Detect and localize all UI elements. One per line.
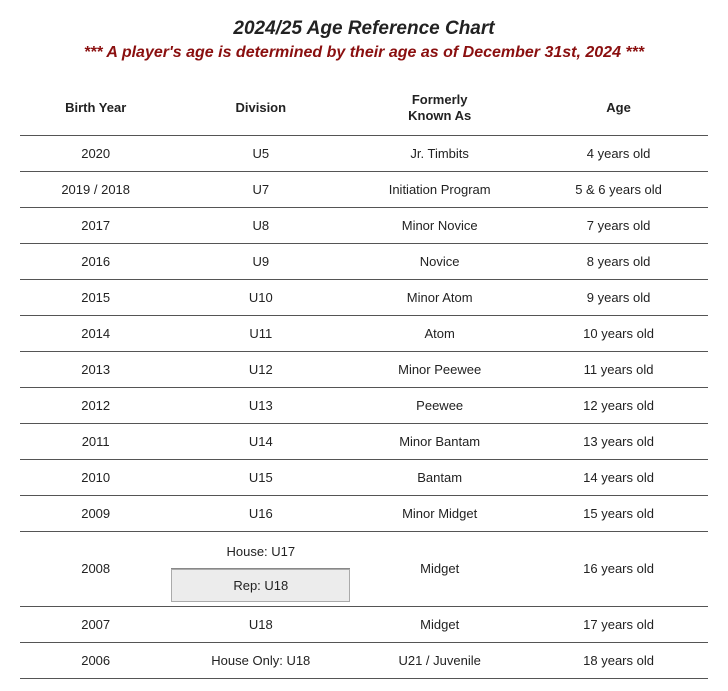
cell-birth-year: 2014 — [20, 315, 171, 351]
chart-subtitle: *** A player's age is determined by thei… — [20, 44, 708, 62]
table-row: 2009U16Minor Midget15 years old — [20, 495, 708, 531]
cell-formerly: Minor Midget — [350, 495, 529, 531]
cell-division: U7 — [171, 171, 350, 207]
cell-formerly: Novice — [350, 243, 529, 279]
cell-age: 11 years old — [529, 351, 708, 387]
cell-formerly: Bantam — [350, 459, 529, 495]
cell-birth-year: 2011 — [20, 423, 171, 459]
table-row: 2015U10Minor Atom9 years old — [20, 279, 708, 315]
table-row: 2006House Only: U18U21 / Juvenile18 year… — [20, 642, 708, 678]
cell-division: House Only: U18 — [171, 642, 350, 678]
cell-age: 5 & 6 years old — [529, 171, 708, 207]
cell-age: 8 years old — [529, 243, 708, 279]
cell-formerly: Minor Bantam — [350, 423, 529, 459]
cell-division: U8 — [171, 207, 350, 243]
cell-age: 9 years old — [529, 279, 708, 315]
cell-formerly: Peewee — [350, 387, 529, 423]
cell-division-rep: Rep: U18 — [171, 568, 350, 602]
cell-division: U10 — [171, 279, 350, 315]
cell-division: U16 — [171, 495, 350, 531]
table-row: 2020U5Jr. Timbits4 years old — [20, 135, 708, 171]
table-row: 2019 / 2018U7Initiation Program5 & 6 yea… — [20, 171, 708, 207]
cell-birth-year: 2008 — [20, 531, 171, 606]
cell-age: 12 years old — [529, 387, 708, 423]
cell-birth-year: 2019 / 2018 — [20, 171, 171, 207]
cell-division: U13 — [171, 387, 350, 423]
col-division: Division — [171, 82, 350, 135]
cell-birth-year: 2017 — [20, 207, 171, 243]
cell-formerly: Initiation Program — [350, 171, 529, 207]
cell-formerly: Jr. Timbits — [350, 135, 529, 171]
cell-age: 13 years old — [529, 423, 708, 459]
cell-birth-year: 2009 — [20, 495, 171, 531]
cell-birth-year: 2006 — [20, 642, 171, 678]
cell-division: U14 — [171, 423, 350, 459]
age-reference-table: Birth Year Division FormerlyKnown As Age… — [20, 82, 708, 679]
cell-division: U11 — [171, 315, 350, 351]
table-row: 2013U12Minor Peewee11 years old — [20, 351, 708, 387]
cell-formerly: U21 / Juvenile — [350, 642, 529, 678]
cell-birth-year: 2013 — [20, 351, 171, 387]
col-formerly: FormerlyKnown As — [350, 82, 529, 135]
cell-age: 7 years old — [529, 207, 708, 243]
cell-formerly: Midget — [350, 606, 529, 642]
cell-age: 4 years old — [529, 135, 708, 171]
table-row: 2012U13Peewee12 years old — [20, 387, 708, 423]
cell-formerly: Atom — [350, 315, 529, 351]
cell-birth-year: 2016 — [20, 243, 171, 279]
table-row: 2007U18Midget17 years old — [20, 606, 708, 642]
table-header-row: Birth Year Division FormerlyKnown As Age — [20, 82, 708, 135]
table-row: 2016U9Novice8 years old — [20, 243, 708, 279]
cell-birth-year: 2010 — [20, 459, 171, 495]
table-row: 2017U8Minor Novice7 years old — [20, 207, 708, 243]
cell-division: U18 — [171, 606, 350, 642]
cell-birth-year: 2015 — [20, 279, 171, 315]
cell-age: 10 years old — [529, 315, 708, 351]
cell-division: U15 — [171, 459, 350, 495]
cell-age: 17 years old — [529, 606, 708, 642]
cell-formerly: Minor Novice — [350, 207, 529, 243]
chart-title: 2024/25 Age Reference Chart — [20, 18, 708, 40]
cell-division: U9 — [171, 243, 350, 279]
cell-birth-year: 2007 — [20, 606, 171, 642]
cell-age: 14 years old — [529, 459, 708, 495]
cell-division: U12 — [171, 351, 350, 387]
cell-birth-year: 2012 — [20, 387, 171, 423]
col-birth-year: Birth Year — [20, 82, 171, 135]
cell-formerly: Minor Atom — [350, 279, 529, 315]
col-age: Age — [529, 82, 708, 135]
table-row: 2010U15Bantam14 years old — [20, 459, 708, 495]
cell-formerly: Minor Peewee — [350, 351, 529, 387]
cell-birth-year: 2020 — [20, 135, 171, 171]
cell-division: U5 — [171, 135, 350, 171]
table-row: 2014U11Atom10 years old — [20, 315, 708, 351]
cell-age: 18 years old — [529, 642, 708, 678]
cell-division: House: U17Rep: U18 — [171, 531, 350, 606]
cell-formerly: Midget — [350, 531, 529, 606]
cell-division-house: House: U17 — [171, 535, 350, 568]
cell-age: 16 years old — [529, 531, 708, 606]
table-row: 2011U14Minor Bantam13 years old — [20, 423, 708, 459]
table-row: 2008House: U17Rep: U18Midget16 years old — [20, 531, 708, 606]
table-body: 2020U5Jr. Timbits4 years old2019 / 2018U… — [20, 135, 708, 678]
cell-age: 15 years old — [529, 495, 708, 531]
